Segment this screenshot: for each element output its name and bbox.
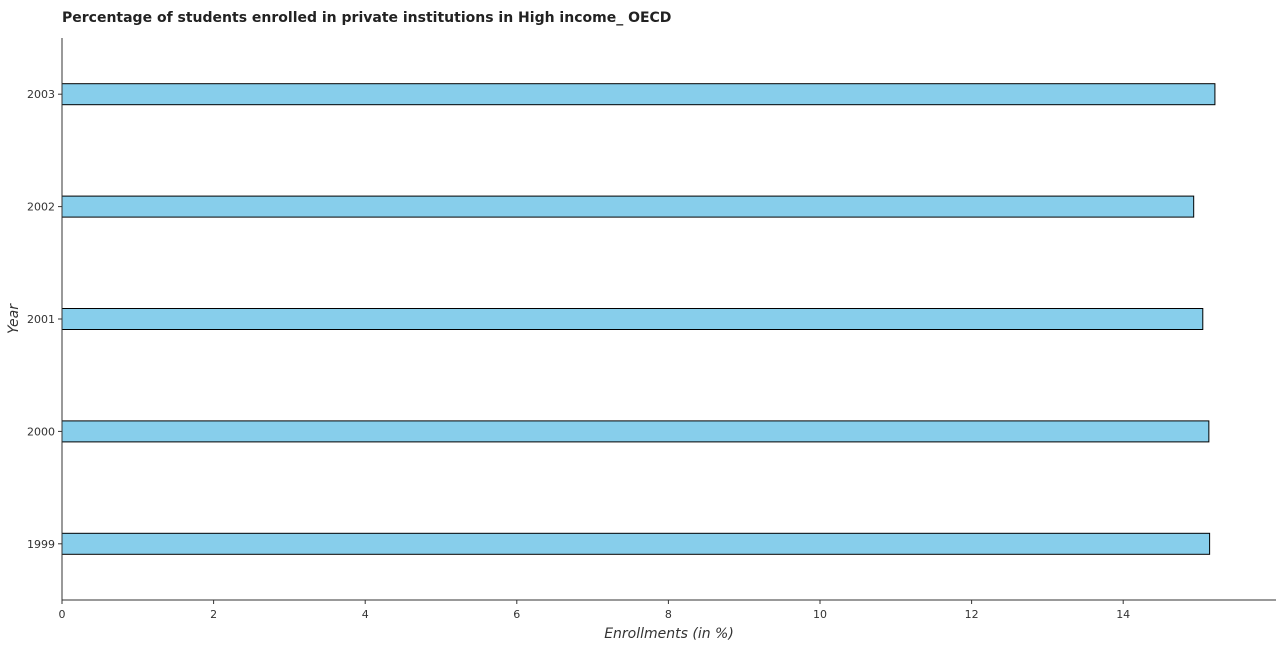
y-axis-title: Year [6,303,22,334]
chart-title: Percentage of students enrolled in priva… [62,10,672,26]
bar-2000 [61,420,1210,443]
y-tick-label-1999: 1999 [27,538,55,551]
x-tick-label-10: 10 [813,608,827,621]
bar-2003 [61,83,1216,106]
y-axis: 1999 2000 2001 2002 2003 [27,38,63,600]
x-tick-label-0: 0 [59,608,66,621]
x-tick-label-8: 8 [665,608,672,621]
x-axis-title: Enrollments (in %) [604,626,734,642]
bar-1999 [61,532,1211,555]
bars-group [61,83,1216,555]
y-tick-label-2001: 2001 [27,313,55,326]
y-tick-label-2002: 2002 [27,201,55,214]
bar-2001 [61,308,1204,330]
bar-2002 [61,195,1195,218]
x-axis: 0 2 4 6 8 10 12 14 [59,599,1276,621]
x-tick-label-14: 14 [1116,608,1130,621]
x-tick-label-2: 2 [210,608,217,621]
y-tick-label-2003: 2003 [27,88,55,101]
x-tick-label-4: 4 [362,608,369,621]
x-tick-label-12: 12 [965,608,979,621]
y-tick-label-2000: 2000 [27,425,55,438]
x-tick-label-6: 6 [513,608,520,621]
